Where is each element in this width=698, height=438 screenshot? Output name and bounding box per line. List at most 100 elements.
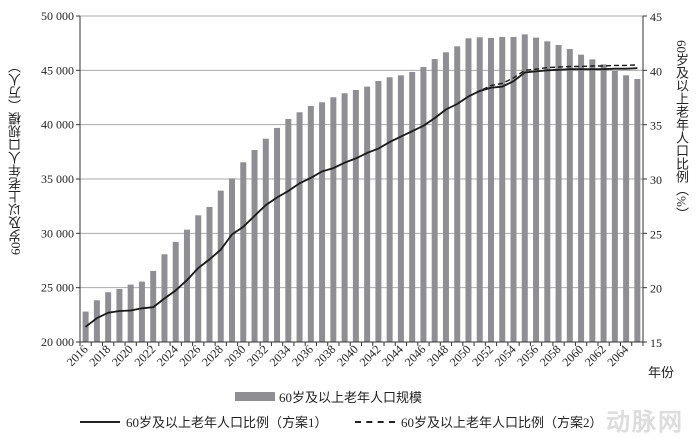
bar-2040 [352, 90, 359, 342]
bar-2048 [442, 52, 449, 342]
legend-label: 60岁及以上老年人口比例（方案1） [126, 415, 328, 430]
bar-2029 [229, 178, 236, 342]
y-right-tick-label: 35 [650, 119, 662, 133]
bar-2052 [487, 37, 494, 342]
y-right-tick-label: 15 [650, 336, 662, 350]
bar-2041 [364, 86, 371, 342]
bar-2036 [307, 105, 314, 342]
bar-2027 [206, 206, 213, 342]
bar-2051 [476, 37, 483, 342]
y-left-axis-label: 60岁及以上老年人口规模（万人） [8, 60, 23, 255]
bar-2042 [375, 80, 382, 342]
x-tick-label: 2040 [334, 342, 361, 369]
x-tick-label: 2048 [424, 342, 451, 369]
bar-2046 [420, 66, 427, 343]
x-tick-label: 2036 [289, 342, 316, 369]
legend-swatch-solid [80, 420, 120, 423]
x-tick-label: 2064 [604, 342, 631, 369]
x-tick-label: 2042 [357, 342, 384, 369]
y-right-tick-label: 20 [650, 282, 662, 296]
x-tick-label: 2022 [131, 342, 158, 369]
x-tick-label: 2034 [267, 342, 294, 369]
bar-2057 [544, 41, 551, 342]
bar-2035 [296, 112, 303, 343]
y-right-tick-label: 40 [650, 64, 662, 78]
x-tick-label: 2032 [244, 342, 271, 369]
y-left-tick-label: 30 000 [41, 226, 74, 240]
bar-2043 [386, 77, 393, 343]
bar-2028 [217, 190, 224, 342]
x-tick-label: 2062 [582, 342, 609, 369]
bar-2053 [499, 36, 506, 343]
y-right-axis-label: 60岁及以上老年人口比例（%） [674, 40, 689, 220]
bar-2055 [521, 34, 528, 343]
bar-2059 [566, 49, 573, 342]
y-right-tick-label: 25 [650, 227, 662, 241]
y-left-tick-label: 20 000 [41, 335, 74, 349]
bar-2064 [623, 75, 630, 342]
bar-2026 [195, 215, 202, 342]
legend-item-bar: 60岁及以上老年人口规模 [235, 387, 422, 406]
bar-2025 [183, 229, 190, 342]
bar-2045 [409, 71, 416, 343]
bar-2038 [330, 97, 337, 342]
legend-swatch-bar [235, 392, 275, 401]
x-tick-label: 2046 [402, 342, 429, 369]
bar-2058 [555, 45, 562, 342]
bar-2060 [578, 54, 585, 342]
x-tick-label: 2058 [537, 342, 564, 369]
bar-2033 [274, 127, 281, 342]
bar-2062 [600, 64, 607, 343]
y-left-tick-label: 35 000 [41, 172, 74, 186]
x-tick-label: 2054 [492, 342, 519, 369]
x-tick-label: 2020 [109, 342, 136, 369]
x-tick-label: 2018 [86, 342, 113, 369]
bar-2034 [285, 119, 292, 343]
x-axis-label: 年份 [648, 365, 675, 380]
bar-2018 [105, 292, 112, 342]
bar-2031 [251, 149, 258, 342]
x-tick-label: 2060 [559, 342, 586, 369]
legend-swatch-dashed [355, 420, 395, 423]
bar-2054 [510, 36, 517, 343]
bar-2061 [589, 59, 596, 342]
line-scheme-1 [85, 67, 638, 328]
legend-item-line-2: 60岁及以上老年人口比例（方案2） [355, 412, 603, 431]
x-tick-label: 2050 [447, 342, 474, 369]
x-tick-label: 2044 [379, 342, 406, 369]
line-scheme-2 [85, 64, 638, 328]
x-tick-label: 2024 [154, 342, 181, 369]
y-right-tick-label: 45 [650, 10, 662, 24]
x-tick-label: 2056 [514, 342, 541, 369]
bar-2047 [431, 59, 438, 342]
bar-2039 [341, 93, 348, 343]
x-tick-label: 2038 [312, 342, 339, 369]
legend-label: 60岁及以上老年人口规模 [279, 390, 423, 405]
x-tick-label: 2030 [222, 342, 249, 369]
bar-2037 [319, 102, 326, 342]
bar-2049 [454, 46, 461, 343]
bar-2050 [465, 38, 472, 342]
bar-2032 [262, 138, 269, 342]
y-left-tick-label: 25 000 [41, 281, 74, 295]
bar-2063 [611, 70, 618, 342]
bar-2044 [397, 75, 404, 342]
legend-item-line-1: 60岁及以上老年人口比例（方案1） [80, 412, 328, 431]
bar-2056 [533, 37, 540, 343]
bar-2030 [240, 162, 247, 342]
bar-2021 [138, 281, 145, 342]
x-tick-label: 2026 [176, 342, 203, 369]
x-tick-label: 2052 [469, 342, 496, 369]
y-left-tick-label: 45 000 [41, 63, 74, 77]
watermark-logo: 动脉网 [606, 408, 684, 436]
x-tick-label: 2028 [199, 342, 226, 369]
y-right-tick-label: 30 [650, 173, 662, 187]
bar-2024 [172, 241, 179, 342]
y-left-tick-label: 50 000 [41, 9, 74, 23]
bar-2020 [127, 284, 134, 342]
legend-label: 60岁及以上老年人口比例（方案2） [401, 415, 603, 430]
bar-2019 [116, 288, 123, 342]
bar-2065 [634, 79, 641, 342]
bar-2017 [93, 300, 100, 342]
